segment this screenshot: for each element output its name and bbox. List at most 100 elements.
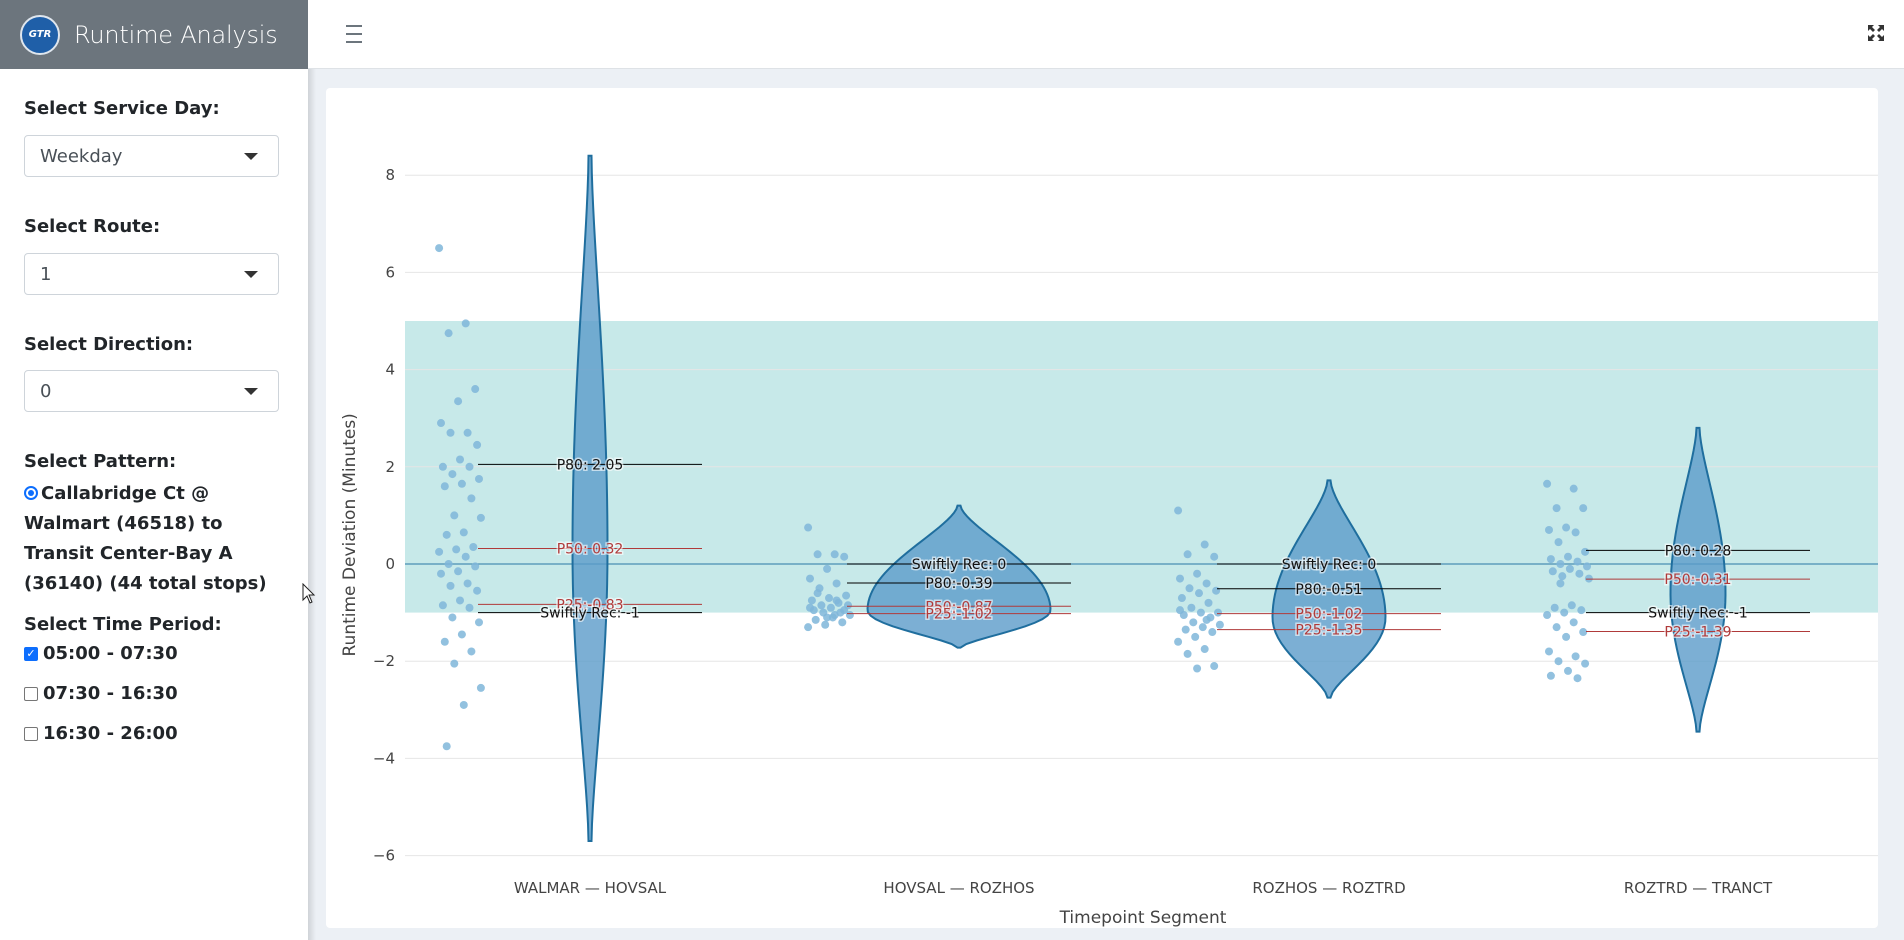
time-period-option[interactable]: ✓ 05:00 - 07:30 [24, 643, 178, 664]
data-point[interactable] [1573, 557, 1582, 566]
data-point[interactable] [1177, 594, 1186, 603]
data-point[interactable] [840, 606, 849, 615]
checkbox-checked[interactable]: ✓ [24, 646, 38, 661]
data-point[interactable] [471, 562, 480, 571]
data-point[interactable] [471, 385, 480, 394]
checkbox[interactable] [24, 726, 38, 741]
data-point[interactable] [459, 700, 468, 709]
time-period-option[interactable]: 07:30 - 16:30 [24, 683, 178, 704]
data-point[interactable] [842, 591, 851, 600]
data-point[interactable] [1558, 572, 1567, 581]
data-point[interactable] [475, 474, 483, 483]
data-point[interactable] [845, 611, 854, 620]
data-point[interactable] [1575, 569, 1584, 578]
time-period-option[interactable]: 16:30 - 26:00 [24, 723, 178, 744]
data-point[interactable] [1546, 671, 1555, 680]
data-point[interactable] [1200, 645, 1209, 654]
data-point[interactable] [1567, 601, 1576, 610]
direction-select[interactable]: 0 [24, 370, 279, 412]
data-point[interactable] [1208, 628, 1217, 637]
data-point[interactable] [438, 601, 447, 610]
data-point[interactable] [456, 596, 464, 605]
data-point[interactable] [1202, 615, 1211, 624]
data-point[interactable] [832, 579, 841, 588]
data-point[interactable] [1193, 569, 1202, 578]
data-point[interactable] [463, 579, 472, 588]
data-point[interactable] [1546, 555, 1555, 564]
data-point[interactable] [440, 482, 449, 491]
data-point[interactable] [1554, 657, 1563, 666]
data-point[interactable] [832, 596, 841, 605]
data-point[interactable] [448, 613, 457, 622]
data-point[interactable] [435, 547, 444, 556]
data-point[interactable] [444, 560, 453, 568]
data-point[interactable] [1195, 589, 1203, 598]
data-point[interactable] [806, 574, 814, 583]
data-point[interactable] [1571, 528, 1580, 537]
data-point[interactable] [1564, 666, 1572, 675]
data-point[interactable] [1215, 620, 1224, 629]
service-day-select[interactable]: Weekday [24, 135, 279, 177]
data-point[interactable] [825, 594, 833, 603]
data-point[interactable] [440, 637, 449, 646]
data-point[interactable] [1569, 618, 1578, 627]
route-select[interactable]: 1 [24, 253, 279, 295]
data-point[interactable] [826, 603, 835, 612]
expand-icon[interactable] [1866, 23, 1886, 43]
data-point[interactable] [830, 611, 839, 620]
data-point[interactable] [804, 623, 813, 632]
data-point[interactable] [1562, 523, 1571, 532]
data-point[interactable] [1176, 574, 1184, 583]
data-point[interactable] [461, 319, 470, 328]
data-point[interactable] [830, 550, 839, 559]
data-point[interactable] [1176, 606, 1184, 615]
data-point[interactable] [1554, 538, 1563, 547]
violin-shape[interactable] [1669, 426, 1727, 733]
data-point[interactable] [448, 470, 457, 479]
violin-shape[interactable] [866, 504, 1052, 649]
data-point[interactable] [1174, 637, 1183, 646]
hamburger-icon[interactable] [338, 22, 370, 46]
data-point[interactable] [1581, 659, 1590, 668]
data-point[interactable] [467, 647, 476, 656]
data-point[interactable] [1562, 632, 1571, 641]
data-point[interactable] [1191, 632, 1200, 641]
data-point[interactable] [823, 613, 832, 622]
violin-shape[interactable] [571, 154, 609, 843]
data-point[interactable] [452, 545, 461, 554]
data-point[interactable] [1552, 623, 1561, 632]
data-point[interactable] [806, 603, 814, 612]
data-point[interactable] [476, 683, 485, 692]
violin-chart[interactable]: 8 6 4 2 0 −2 −4 −6 Runtime Deviation (Minutes) Ti… [326, 88, 1884, 928]
data-point[interactable] [467, 494, 476, 503]
data-point[interactable] [459, 528, 468, 537]
data-point[interactable] [1200, 540, 1209, 549]
data-point[interactable] [1545, 647, 1553, 656]
data-point[interactable] [813, 589, 822, 598]
data-point[interactable] [1545, 525, 1553, 534]
data-point[interactable] [1196, 608, 1205, 617]
data-point[interactable] [1210, 662, 1219, 671]
data-point[interactable] [1183, 550, 1192, 559]
data-point[interactable] [1543, 479, 1552, 488]
data-point[interactable] [1556, 579, 1565, 588]
data-point[interactable] [1202, 579, 1211, 588]
data-point[interactable] [473, 586, 482, 595]
data-point[interactable] [1198, 623, 1207, 632]
checkbox[interactable] [24, 686, 38, 701]
data-point[interactable] [813, 550, 822, 559]
data-point[interactable] [437, 569, 445, 578]
data-point[interactable] [1183, 649, 1192, 658]
radio-button[interactable] [24, 486, 38, 500]
data-point[interactable] [450, 659, 459, 668]
data-point[interactable] [811, 615, 820, 624]
data-point[interactable] [1550, 603, 1559, 612]
data-point[interactable] [463, 428, 472, 437]
data-point[interactable] [1548, 567, 1557, 576]
data-point[interactable] [1187, 603, 1196, 612]
data-point[interactable] [442, 530, 451, 539]
data-point[interactable] [1543, 611, 1552, 620]
data-point[interactable] [817, 601, 826, 610]
data-point[interactable] [1181, 625, 1190, 634]
data-point[interactable] [438, 462, 447, 471]
